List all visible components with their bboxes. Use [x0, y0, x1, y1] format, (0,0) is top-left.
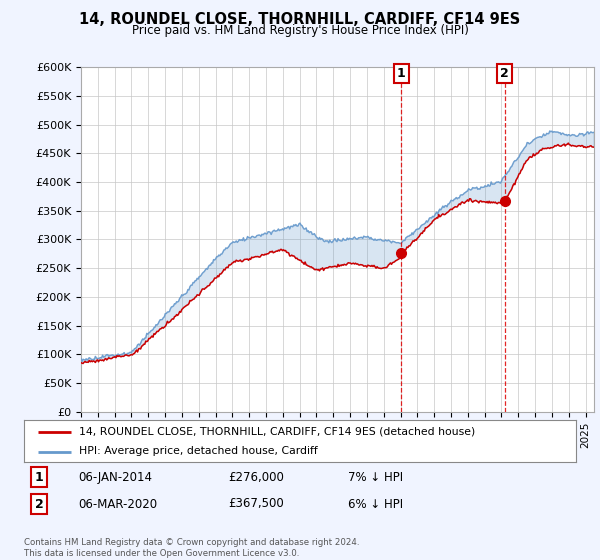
Text: 2: 2 — [35, 497, 43, 511]
Text: 2: 2 — [500, 67, 509, 80]
Text: 1: 1 — [35, 470, 43, 484]
Text: £276,000: £276,000 — [228, 470, 284, 484]
Text: 1: 1 — [397, 67, 406, 80]
Text: Price paid vs. HM Land Registry's House Price Index (HPI): Price paid vs. HM Land Registry's House … — [131, 24, 469, 37]
Text: 14, ROUNDEL CLOSE, THORNHILL, CARDIFF, CF14 9ES: 14, ROUNDEL CLOSE, THORNHILL, CARDIFF, C… — [79, 12, 521, 27]
Text: 06-JAN-2014: 06-JAN-2014 — [78, 470, 152, 484]
Text: Contains HM Land Registry data © Crown copyright and database right 2024.
This d: Contains HM Land Registry data © Crown c… — [24, 538, 359, 558]
Text: 06-MAR-2020: 06-MAR-2020 — [78, 497, 157, 511]
Text: £367,500: £367,500 — [228, 497, 284, 511]
Text: HPI: Average price, detached house, Cardiff: HPI: Average price, detached house, Card… — [79, 446, 318, 456]
Text: 14, ROUNDEL CLOSE, THORNHILL, CARDIFF, CF14 9ES (detached house): 14, ROUNDEL CLOSE, THORNHILL, CARDIFF, C… — [79, 427, 475, 437]
Text: 7% ↓ HPI: 7% ↓ HPI — [348, 470, 403, 484]
Text: 6% ↓ HPI: 6% ↓ HPI — [348, 497, 403, 511]
